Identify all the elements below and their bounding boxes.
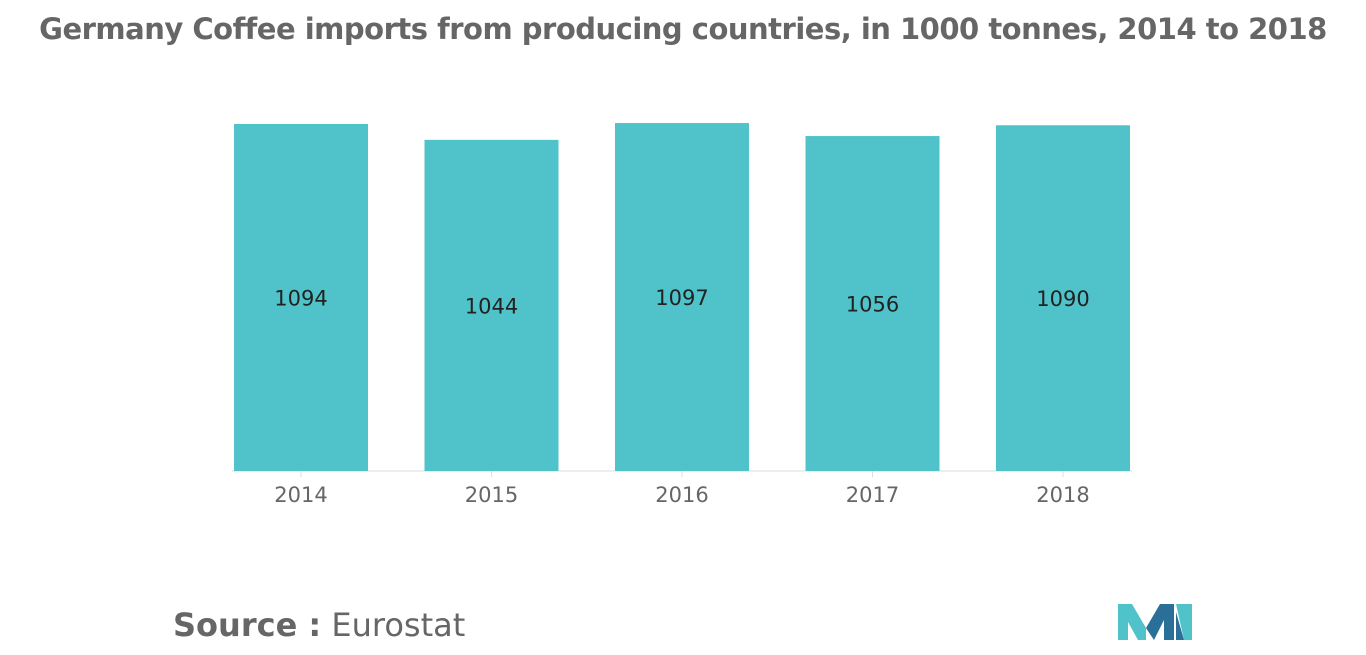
chart-title: Germany Coffee imports from producing co… xyxy=(39,12,1327,46)
bar-2018 xyxy=(996,125,1130,471)
data-label-2015: 1044 xyxy=(465,294,518,318)
source-value: Eurostat xyxy=(331,606,466,644)
x-tick-label-2018: 2018 xyxy=(1036,483,1089,507)
data-label-2016: 1097 xyxy=(655,286,708,310)
x-tick-label-2014: 2014 xyxy=(274,483,327,507)
data-label-2014: 1094 xyxy=(274,287,327,311)
x-tick-label-2016: 2016 xyxy=(655,483,708,507)
bar-2017 xyxy=(805,136,940,471)
bar-2014 xyxy=(234,124,368,471)
brand-logo xyxy=(1118,604,1192,640)
data-label-2017: 1056 xyxy=(846,293,899,317)
source-note: Source : Eurostat xyxy=(173,606,465,644)
data-label-2018: 1090 xyxy=(1036,287,1089,311)
bar-2015 xyxy=(424,139,559,471)
bar-2016 xyxy=(615,123,749,471)
x-tick-label-2015: 2015 xyxy=(465,483,518,507)
x-tick-label-2017: 2017 xyxy=(846,483,899,507)
source-label: Source : xyxy=(173,606,322,644)
